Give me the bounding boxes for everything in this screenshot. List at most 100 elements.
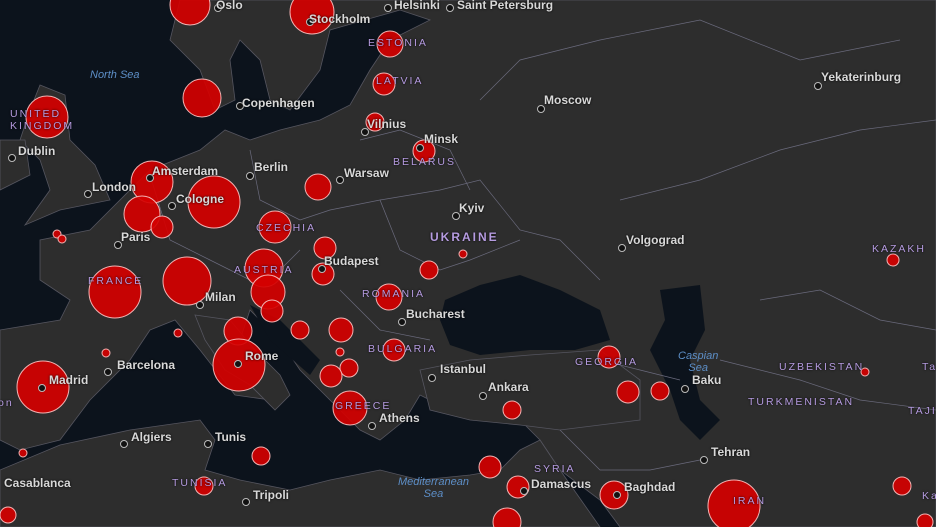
case-marker[interactable] <box>18 448 28 458</box>
city-dot <box>384 4 392 12</box>
case-marker[interactable] <box>860 367 870 377</box>
case-marker[interactable] <box>173 328 183 338</box>
case-marker[interactable] <box>150 215 174 239</box>
case-marker[interactable] <box>57 234 67 244</box>
country-label: UZBEKISTAN <box>779 361 865 373</box>
city-label: Budapest <box>324 254 379 268</box>
case-marker[interactable] <box>25 95 69 139</box>
city-label: Vilnius <box>367 117 407 131</box>
city-label: Bucharest <box>406 307 465 321</box>
case-marker[interactable] <box>502 400 522 420</box>
city-label: Barcelona <box>117 358 176 372</box>
city-dot <box>361 128 369 136</box>
land-north-africa <box>0 419 601 527</box>
black-sea <box>440 275 610 355</box>
case-marker[interactable] <box>597 345 621 369</box>
case-marker[interactable] <box>328 317 354 343</box>
city-dot <box>246 172 254 180</box>
city-dot <box>416 144 424 152</box>
case-marker[interactable] <box>616 380 640 404</box>
case-marker[interactable] <box>304 173 332 201</box>
case-marker[interactable] <box>916 513 934 527</box>
city-label: Oslo <box>216 0 243 12</box>
case-marker[interactable] <box>101 348 111 358</box>
case-marker[interactable] <box>458 249 468 259</box>
case-marker[interactable] <box>365 112 385 132</box>
city-dot <box>618 244 626 252</box>
city-dot <box>242 498 250 506</box>
city-label: London <box>92 180 136 194</box>
case-marker[interactable] <box>169 0 211 26</box>
city-label: Paris <box>121 230 151 244</box>
country-label: TURKMENISTAN <box>748 396 855 408</box>
country-label: ESTONIA <box>368 37 428 49</box>
case-marker[interactable] <box>419 260 439 280</box>
country-label: AUSTRIA <box>234 264 294 276</box>
case-marker[interactable] <box>382 338 406 362</box>
case-marker[interactable] <box>319 364 343 388</box>
case-marker[interactable] <box>258 210 292 244</box>
city-dot <box>318 265 326 273</box>
city-dot <box>146 174 154 182</box>
country-label: FRANCE <box>88 275 144 287</box>
city-dot <box>681 385 689 393</box>
case-marker[interactable] <box>194 476 214 496</box>
case-marker[interactable] <box>332 390 368 426</box>
city-dot <box>84 190 92 198</box>
case-marker[interactable] <box>311 262 335 286</box>
city-dot <box>537 105 545 113</box>
city-dot <box>700 456 708 464</box>
case-marker[interactable] <box>289 0 335 35</box>
country-label: BULGARIA <box>368 343 438 355</box>
country-label: KINGDOM <box>10 120 75 132</box>
caspian-sea <box>650 285 720 440</box>
city-dot <box>479 392 487 400</box>
country-label: Ka <box>922 490 936 502</box>
country-label: Ta <box>922 361 936 373</box>
city-dot <box>398 318 406 326</box>
city-label: Algiers <box>131 430 172 444</box>
case-marker[interactable] <box>313 236 337 260</box>
case-marker[interactable] <box>372 72 396 96</box>
country-label: LATVIA <box>376 75 424 87</box>
case-marker[interactable] <box>707 479 761 527</box>
case-marker[interactable] <box>335 347 345 357</box>
city-label: Damascus <box>531 477 592 491</box>
city-dot <box>114 241 122 249</box>
case-marker[interactable] <box>187 175 241 229</box>
case-marker[interactable] <box>892 476 912 496</box>
city-label: Casablanca <box>4 476 71 490</box>
land-ireland <box>0 139 31 191</box>
case-marker[interactable] <box>886 253 900 267</box>
city-label: Baku <box>692 373 722 387</box>
city-label: Moscow <box>544 93 592 107</box>
city-label: Warsaw <box>344 166 389 180</box>
case-marker[interactable] <box>290 320 310 340</box>
case-marker[interactable] <box>339 358 359 378</box>
city-dot <box>120 440 128 448</box>
country-label: TAJI <box>908 405 936 417</box>
city-dot <box>428 374 436 382</box>
case-marker[interactable] <box>506 475 530 499</box>
case-marker[interactable] <box>376 30 404 58</box>
case-marker[interactable] <box>478 455 502 479</box>
case-marker[interactable] <box>260 299 284 323</box>
case-marker[interactable] <box>375 283 403 311</box>
case-marker[interactable] <box>251 446 271 466</box>
case-marker[interactable] <box>182 78 222 118</box>
city-dot <box>168 202 176 210</box>
case-marker[interactable] <box>0 506 17 524</box>
case-marker[interactable] <box>123 195 161 233</box>
city-label: Minsk <box>424 132 459 146</box>
case-marker[interactable] <box>650 381 670 401</box>
country-label: BELARUS <box>393 156 457 168</box>
case-marker[interactable] <box>162 256 212 306</box>
case-marker[interactable] <box>88 265 142 319</box>
city-dot <box>520 487 528 495</box>
city-dot <box>368 422 376 430</box>
city-dot <box>196 301 204 309</box>
case-marker[interactable] <box>492 507 522 527</box>
country-label: ROMANIA <box>362 288 426 300</box>
